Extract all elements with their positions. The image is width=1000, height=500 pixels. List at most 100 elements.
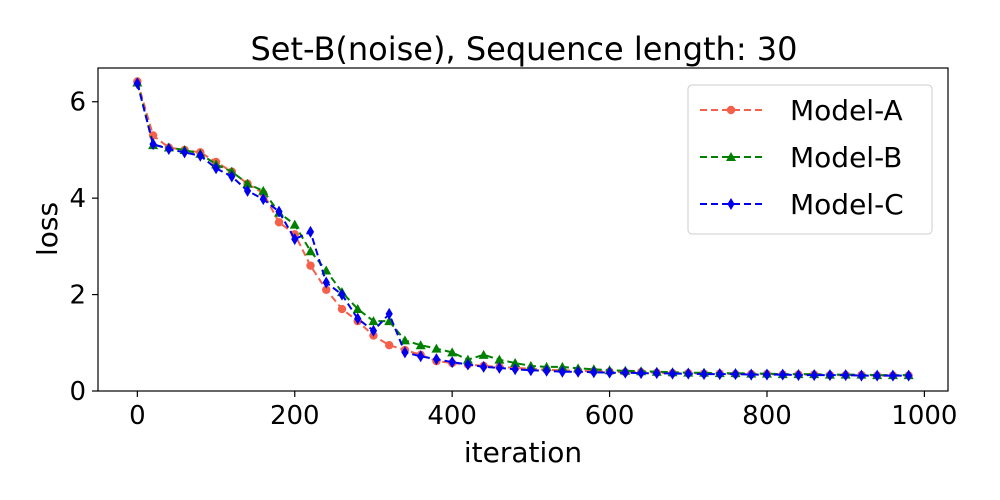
- data-point: [543, 364, 551, 377]
- data-point: [763, 368, 771, 381]
- data-point: [228, 170, 236, 183]
- data-point: [668, 367, 677, 380]
- x-tick-label: 600: [585, 401, 635, 431]
- legend-entry: Model-C: [700, 188, 904, 221]
- data-point: [747, 368, 755, 381]
- data-point: [794, 369, 803, 382]
- data-point: [352, 304, 363, 314]
- data-point: [368, 316, 379, 326]
- data-point: [305, 246, 316, 256]
- data-point: [731, 368, 740, 381]
- data-point: [842, 369, 850, 382]
- data-point: [275, 205, 283, 218]
- data-point: [165, 142, 173, 155]
- data-point: [527, 364, 535, 377]
- data-point: [480, 360, 488, 373]
- x-tick-label: 400: [427, 401, 477, 431]
- data-point: [857, 369, 866, 382]
- y-axis-label: loss: [31, 202, 64, 256]
- data-point: [621, 366, 629, 379]
- plot-area: [97, 67, 949, 392]
- legend-label: Model-B: [790, 141, 902, 174]
- chart-title: Set-B(noise), Sequence length: 30: [250, 30, 797, 68]
- legend-marker: [726, 152, 736, 161]
- data-point: [447, 347, 458, 357]
- data-point: [905, 369, 913, 382]
- data-point: [384, 316, 395, 326]
- y-tick-label: 4: [69, 184, 86, 214]
- data-point: [637, 367, 645, 380]
- x-axis-label: iteration: [464, 436, 582, 469]
- data-point: [354, 312, 362, 325]
- data-point: [258, 185, 269, 195]
- data-point: [590, 366, 598, 379]
- data-point: [574, 365, 582, 378]
- data-point: [385, 341, 394, 350]
- data-point: [133, 77, 141, 90]
- legend-entry: Model-A: [700, 94, 903, 127]
- x-tick-label: 1000: [891, 401, 957, 431]
- data-point: [401, 346, 409, 359]
- data-point: [243, 184, 252, 197]
- data-point: [684, 367, 692, 380]
- data-point: [289, 219, 300, 229]
- legend-label: Model-A: [790, 94, 903, 127]
- data-point: [242, 178, 253, 188]
- data-point: [322, 276, 330, 289]
- data-point: [259, 193, 267, 206]
- series-model-c: [133, 77, 913, 382]
- data-point: [338, 288, 346, 301]
- data-point: [274, 218, 284, 227]
- series-layer: [132, 77, 914, 382]
- data-point: [369, 324, 378, 337]
- data-point: [495, 361, 503, 374]
- y-axis: 0 2 4 6: [69, 88, 98, 407]
- data-point: [385, 307, 393, 320]
- x-tick-label: 200: [270, 401, 320, 431]
- data-point: [464, 358, 472, 371]
- data-point: [448, 356, 456, 369]
- y-tick-label: 0: [69, 377, 86, 407]
- data-point: [700, 368, 708, 381]
- data-point: [605, 366, 614, 379]
- data-point: [306, 225, 315, 238]
- data-point: [212, 162, 220, 175]
- data-point: [431, 343, 442, 353]
- x-axis: 0 200 400 600 800 1000: [129, 391, 957, 431]
- plot-frame: [97, 67, 949, 392]
- data-point: [873, 369, 881, 382]
- data-point: [399, 335, 410, 345]
- legend-marker: [727, 198, 735, 210]
- data-point: [417, 350, 425, 363]
- data-point: [415, 340, 426, 350]
- data-point: [291, 233, 299, 246]
- data-point: [478, 349, 489, 359]
- data-point: [432, 353, 441, 366]
- data-point: [322, 285, 331, 294]
- x-tick-label: 800: [742, 401, 792, 431]
- data-point: [889, 369, 897, 382]
- data-point: [511, 363, 519, 376]
- x-tick-label: 0: [129, 401, 146, 431]
- data-point: [653, 367, 661, 380]
- y-tick-label: 6: [69, 88, 86, 118]
- data-point: [558, 365, 566, 378]
- data-point: [149, 138, 157, 151]
- data-point: [196, 149, 204, 162]
- legend: Model-A Model-B Model-C: [687, 84, 933, 235]
- data-point: [494, 354, 505, 364]
- data-point: [306, 261, 315, 270]
- data-point: [810, 369, 818, 382]
- legend-label: Model-C: [790, 188, 904, 221]
- data-point: [510, 358, 521, 368]
- y-tick-label: 2: [69, 281, 86, 311]
- data-point: [337, 304, 347, 314]
- data-point: [716, 368, 724, 381]
- data-point: [180, 146, 189, 159]
- legend-marker: [726, 105, 736, 115]
- data-point: [779, 368, 787, 381]
- legend-entry: Model-B: [700, 141, 902, 174]
- legend-box: [687, 84, 933, 235]
- data-point: [826, 369, 834, 382]
